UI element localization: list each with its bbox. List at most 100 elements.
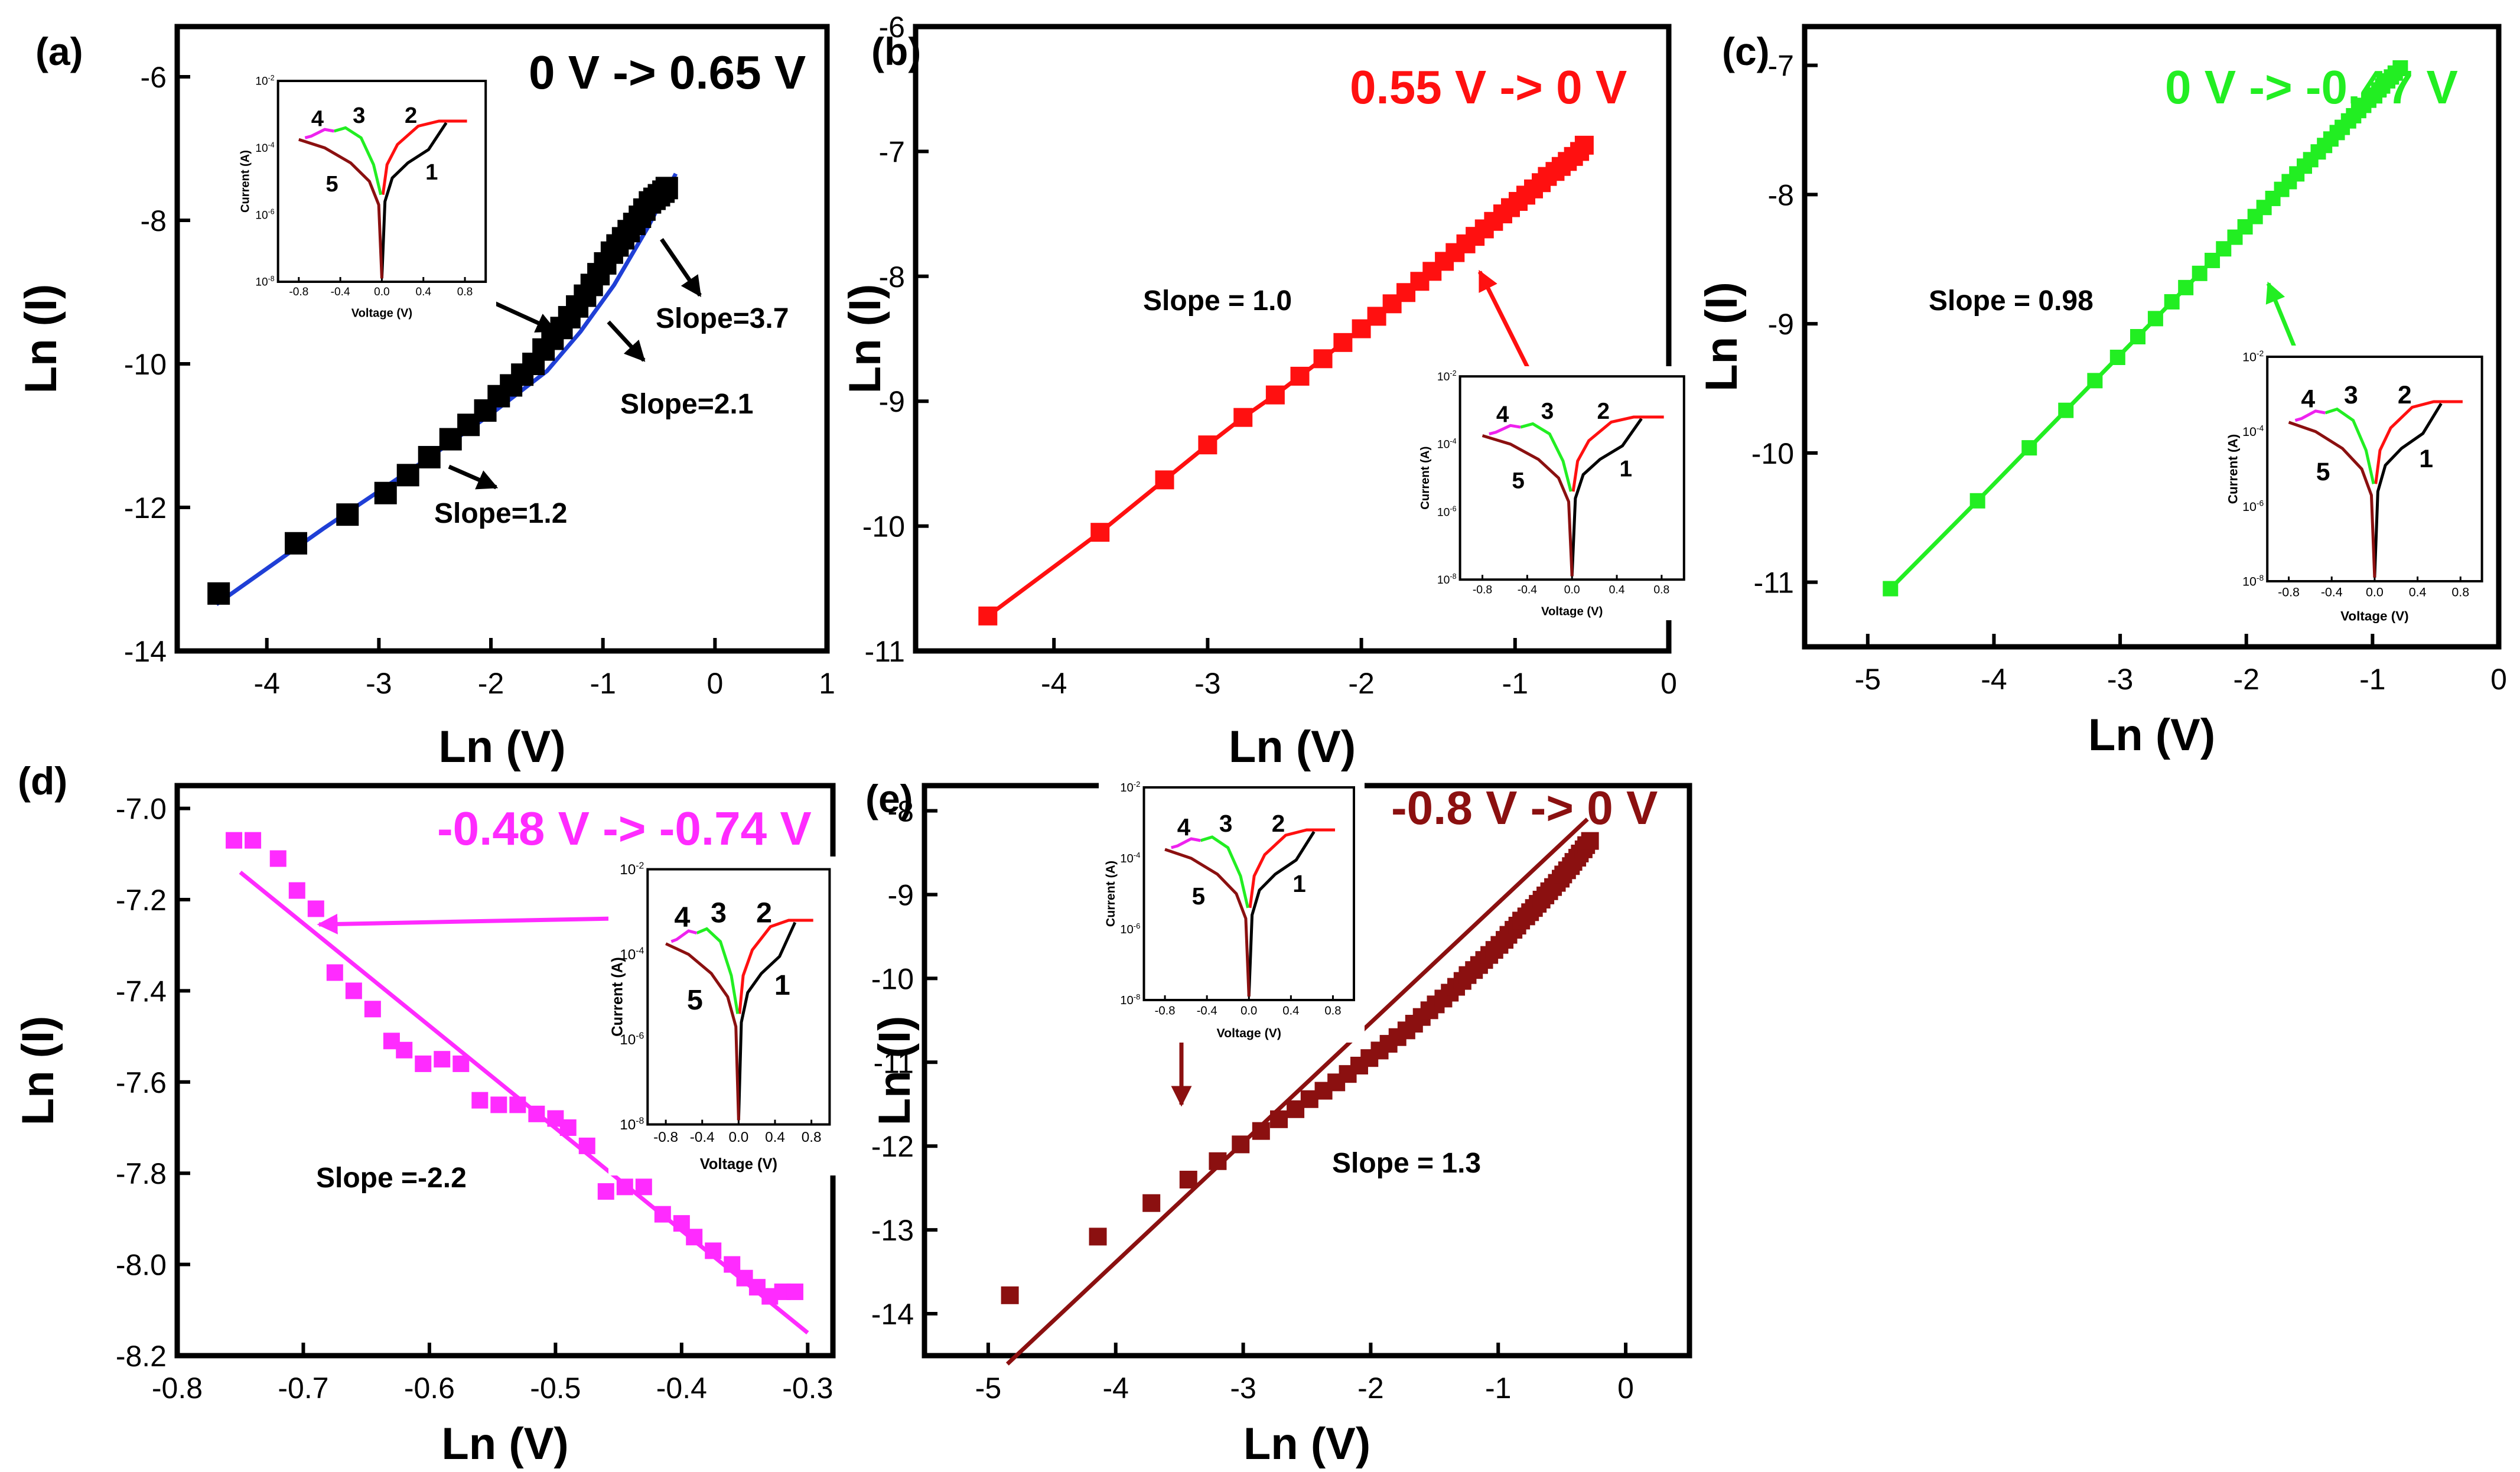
data-point (2109, 350, 2125, 365)
inset-x-tick-label: 0.4 (765, 1129, 785, 1145)
x-tick-label: -2 (2233, 663, 2259, 696)
inset-x-tick-label: 0.8 (802, 1129, 822, 1145)
inset-x-tick-label: -0.8 (2278, 585, 2300, 600)
y-tick-label: -10 (1751, 437, 1794, 470)
y-axis-label: Ln (I) (870, 1016, 920, 1126)
annotation-arrow (448, 464, 499, 490)
inset-y-tick-label: 10-4 (1120, 851, 1140, 865)
inset-curve-5 (2288, 421, 2376, 578)
data-point (2087, 373, 2103, 389)
slope-annotation: Slope = 0.98 (1929, 285, 2094, 317)
data-point (1270, 1110, 1288, 1128)
inset-curve-number: 2 (405, 103, 417, 128)
data-point (1290, 366, 1310, 386)
y-axis-label: Ln (I) (1697, 282, 1747, 392)
inset-curve-number: 3 (2344, 381, 2358, 409)
slope-annotation: Slope=2.1 (620, 389, 753, 420)
x-tick-label: -1 (1502, 667, 1528, 700)
inset-x-tick-label: -0.4 (2321, 585, 2343, 600)
data-point (978, 606, 998, 626)
y-tick-label: -9 (879, 385, 905, 418)
data-point (528, 1105, 545, 1122)
y-tick-label: -7.2 (116, 884, 167, 917)
inset-y-label: Current (A) (1419, 447, 1432, 510)
data-point (269, 850, 286, 867)
x-tick-label: -5 (1855, 663, 1881, 696)
x-tick-label: 1 (819, 667, 835, 700)
inset-y-label: Current (A) (609, 957, 626, 1037)
inset-y-tick-label: 10-8 (255, 275, 274, 289)
data-point (434, 1051, 451, 1068)
inset-x-tick-label: 0.8 (1324, 1004, 1341, 1017)
x-tick-label: 0 (706, 667, 723, 700)
y-tick-label: -8 (888, 795, 914, 828)
y-tick-label: -14 (871, 1298, 914, 1331)
x-tick-label: -3 (1194, 667, 1220, 700)
data-point (2021, 440, 2037, 456)
data-point (418, 445, 441, 468)
inset-curve-number: 5 (687, 984, 703, 1016)
inset-x-label: Voltage (V) (1217, 1026, 1281, 1040)
inset-y-tick-label: 10-4 (620, 946, 644, 963)
inset-x-tick-label: 0.0 (1564, 583, 1580, 596)
inset-iv-curve: -0.8 -0.4 0.0 0.4 0.8 10-2 10-4 10-6 10-8 Voltage… (233, 71, 496, 322)
data-point (1089, 1227, 1107, 1246)
inset-curve-1 (380, 122, 448, 279)
data-point (635, 1178, 652, 1196)
inset-x-tick-label: 0.8 (1653, 583, 1669, 596)
inset-curve-number: 5 (2316, 458, 2330, 486)
data-point (2192, 265, 2208, 281)
inset-y-tick-label: 10-6 (1120, 921, 1140, 936)
data-point (1581, 832, 1599, 850)
data-point (207, 582, 230, 605)
y-tick-label: -8.0 (116, 1249, 167, 1282)
data-point (1198, 435, 1217, 455)
y-tick-label: -7.0 (116, 793, 167, 826)
data-point (1333, 333, 1353, 352)
x-tick-label: -0.3 (782, 1372, 833, 1405)
inset-x-label: Voltage (V) (2340, 609, 2409, 624)
inset-x-tick-label: 0.4 (1282, 1004, 1299, 1017)
inset-curve-number: 4 (674, 901, 690, 933)
y-tick-label: -11 (1753, 566, 1794, 600)
y-tick-label: -8 (879, 260, 905, 294)
x-tick-label: -1 (590, 667, 616, 700)
panel-title: 0 V -> -0.47 V (2165, 61, 2458, 113)
data-point (654, 1206, 671, 1223)
data-point (1155, 470, 1174, 490)
y-tick-label: -7 (1768, 50, 1794, 83)
data-point (1883, 581, 1899, 597)
inset-x-label: Voltage (V) (351, 307, 412, 320)
x-tick-label: -3 (1230, 1372, 1256, 1405)
data-point (705, 1242, 722, 1259)
inset-curve-number: 2 (2398, 381, 2412, 409)
inset-x-label: Voltage (V) (700, 1156, 777, 1173)
data-point (2058, 402, 2074, 418)
x-tick-label: -4 (1041, 667, 1067, 700)
inset-curve-number: 1 (1292, 870, 1306, 897)
x-tick-label: -0.6 (404, 1372, 455, 1405)
inset-x-tick-label: 0.8 (2451, 585, 2469, 600)
data-point (471, 1092, 489, 1109)
data-point (1574, 135, 1594, 155)
inset-curve-3 (1200, 835, 1249, 908)
plot-frame (913, 24, 1672, 654)
y-tick-label: -12 (871, 1130, 914, 1163)
plot-frame (1802, 24, 2502, 650)
inset-x-label: Voltage (V) (1541, 605, 1603, 618)
x-tick-label: 0 (2490, 663, 2507, 696)
y-tick-label: -14 (124, 635, 167, 668)
inset-y-tick-label: 10-2 (1120, 780, 1140, 794)
panels-layer: -4 -3 -2 -1 0 1-14-12-10-8-6Ln (V)Ln (I)(a) 0 … (13, 11, 2507, 1469)
inset-y-tick-label: 10-2 (255, 74, 274, 88)
x-tick-label: -0.4 (656, 1372, 707, 1405)
inset-curve-number: 3 (711, 897, 727, 929)
y-tick-label: -9 (888, 878, 914, 911)
inset-curve-4 (1489, 424, 1521, 436)
inset-y-tick-label: 10-8 (1437, 572, 1457, 587)
x-tick-label: -3 (366, 667, 392, 700)
slope-annotation: Slope =-2.2 (316, 1162, 467, 1194)
inset-curve-3 (2324, 407, 2375, 484)
inset-y-tick-label: 10-6 (2242, 498, 2264, 514)
inset-iv-curve: -0.8 -0.4 0.0 0.4 0.8 10-2 10-4 10-6 10-8 Voltage… (2221, 346, 2493, 626)
